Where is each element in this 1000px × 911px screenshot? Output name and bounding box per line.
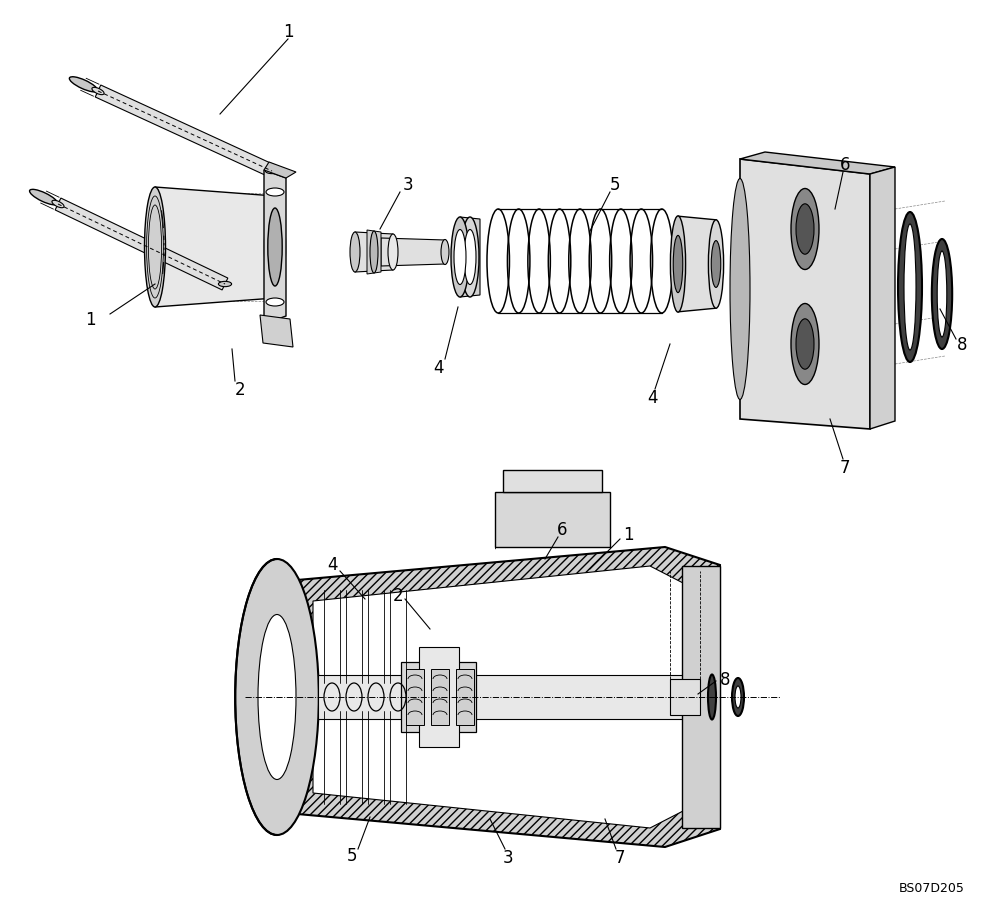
Ellipse shape bbox=[904, 225, 916, 351]
Bar bbox=[670, 680, 700, 715]
Ellipse shape bbox=[350, 232, 360, 272]
Polygon shape bbox=[55, 199, 228, 291]
Ellipse shape bbox=[388, 235, 398, 271]
Text: 4: 4 bbox=[647, 389, 657, 406]
Polygon shape bbox=[740, 159, 870, 429]
Ellipse shape bbox=[92, 88, 104, 96]
Ellipse shape bbox=[670, 217, 686, 312]
Ellipse shape bbox=[218, 282, 232, 287]
Ellipse shape bbox=[464, 230, 476, 285]
Text: 5: 5 bbox=[347, 846, 357, 864]
Polygon shape bbox=[740, 153, 895, 175]
Polygon shape bbox=[155, 188, 275, 308]
Text: 7: 7 bbox=[840, 458, 850, 476]
Text: 8: 8 bbox=[720, 670, 730, 688]
Text: 6: 6 bbox=[840, 156, 850, 174]
Ellipse shape bbox=[937, 251, 947, 338]
Ellipse shape bbox=[932, 240, 952, 350]
Ellipse shape bbox=[451, 218, 469, 298]
Text: BS07D205: BS07D205 bbox=[899, 881, 965, 894]
Polygon shape bbox=[381, 239, 445, 267]
Bar bbox=[406, 670, 424, 725]
Text: 5: 5 bbox=[610, 176, 620, 194]
Polygon shape bbox=[275, 548, 720, 847]
Polygon shape bbox=[264, 163, 296, 179]
Bar bbox=[682, 567, 720, 828]
Text: 4: 4 bbox=[327, 556, 337, 573]
Bar bbox=[503, 470, 602, 493]
Ellipse shape bbox=[673, 236, 683, 293]
Bar bbox=[401, 662, 476, 732]
Text: 4: 4 bbox=[433, 359, 443, 376]
Bar bbox=[431, 670, 449, 725]
Ellipse shape bbox=[69, 77, 98, 93]
Ellipse shape bbox=[266, 299, 284, 307]
Polygon shape bbox=[870, 168, 895, 429]
Text: 3: 3 bbox=[403, 176, 413, 194]
Ellipse shape bbox=[796, 320, 814, 370]
Ellipse shape bbox=[144, 188, 166, 308]
Ellipse shape bbox=[461, 218, 479, 298]
Ellipse shape bbox=[796, 205, 814, 255]
Ellipse shape bbox=[258, 615, 296, 780]
Ellipse shape bbox=[730, 179, 750, 400]
Polygon shape bbox=[95, 86, 275, 178]
Polygon shape bbox=[367, 230, 381, 275]
Ellipse shape bbox=[441, 241, 449, 265]
Polygon shape bbox=[355, 232, 393, 272]
Ellipse shape bbox=[265, 169, 279, 174]
Ellipse shape bbox=[266, 189, 284, 197]
Text: 2: 2 bbox=[393, 587, 403, 604]
Polygon shape bbox=[260, 315, 293, 348]
Ellipse shape bbox=[268, 209, 282, 287]
Ellipse shape bbox=[454, 230, 466, 285]
Bar bbox=[419, 648, 459, 747]
Text: 6: 6 bbox=[557, 520, 567, 538]
Text: 7: 7 bbox=[615, 848, 625, 866]
Ellipse shape bbox=[708, 675, 716, 720]
Polygon shape bbox=[678, 217, 716, 312]
Ellipse shape bbox=[235, 559, 319, 835]
Text: 3: 3 bbox=[503, 848, 513, 866]
Polygon shape bbox=[460, 218, 480, 298]
Ellipse shape bbox=[52, 201, 64, 209]
Polygon shape bbox=[313, 567, 685, 828]
Text: 1: 1 bbox=[85, 311, 95, 329]
Ellipse shape bbox=[370, 231, 378, 273]
Ellipse shape bbox=[264, 188, 286, 308]
Ellipse shape bbox=[791, 189, 819, 271]
Text: 1: 1 bbox=[283, 23, 293, 41]
Ellipse shape bbox=[791, 304, 819, 385]
Bar bbox=[456, 670, 474, 725]
Text: 1: 1 bbox=[623, 526, 633, 543]
Polygon shape bbox=[264, 171, 286, 324]
Ellipse shape bbox=[30, 190, 58, 206]
Ellipse shape bbox=[735, 686, 741, 708]
Bar bbox=[318, 675, 700, 719]
Ellipse shape bbox=[732, 679, 744, 716]
Ellipse shape bbox=[898, 213, 922, 363]
Text: 8: 8 bbox=[957, 335, 967, 353]
Bar bbox=[495, 493, 610, 548]
Text: 2: 2 bbox=[235, 381, 245, 399]
Ellipse shape bbox=[711, 241, 721, 288]
Ellipse shape bbox=[708, 220, 724, 309]
